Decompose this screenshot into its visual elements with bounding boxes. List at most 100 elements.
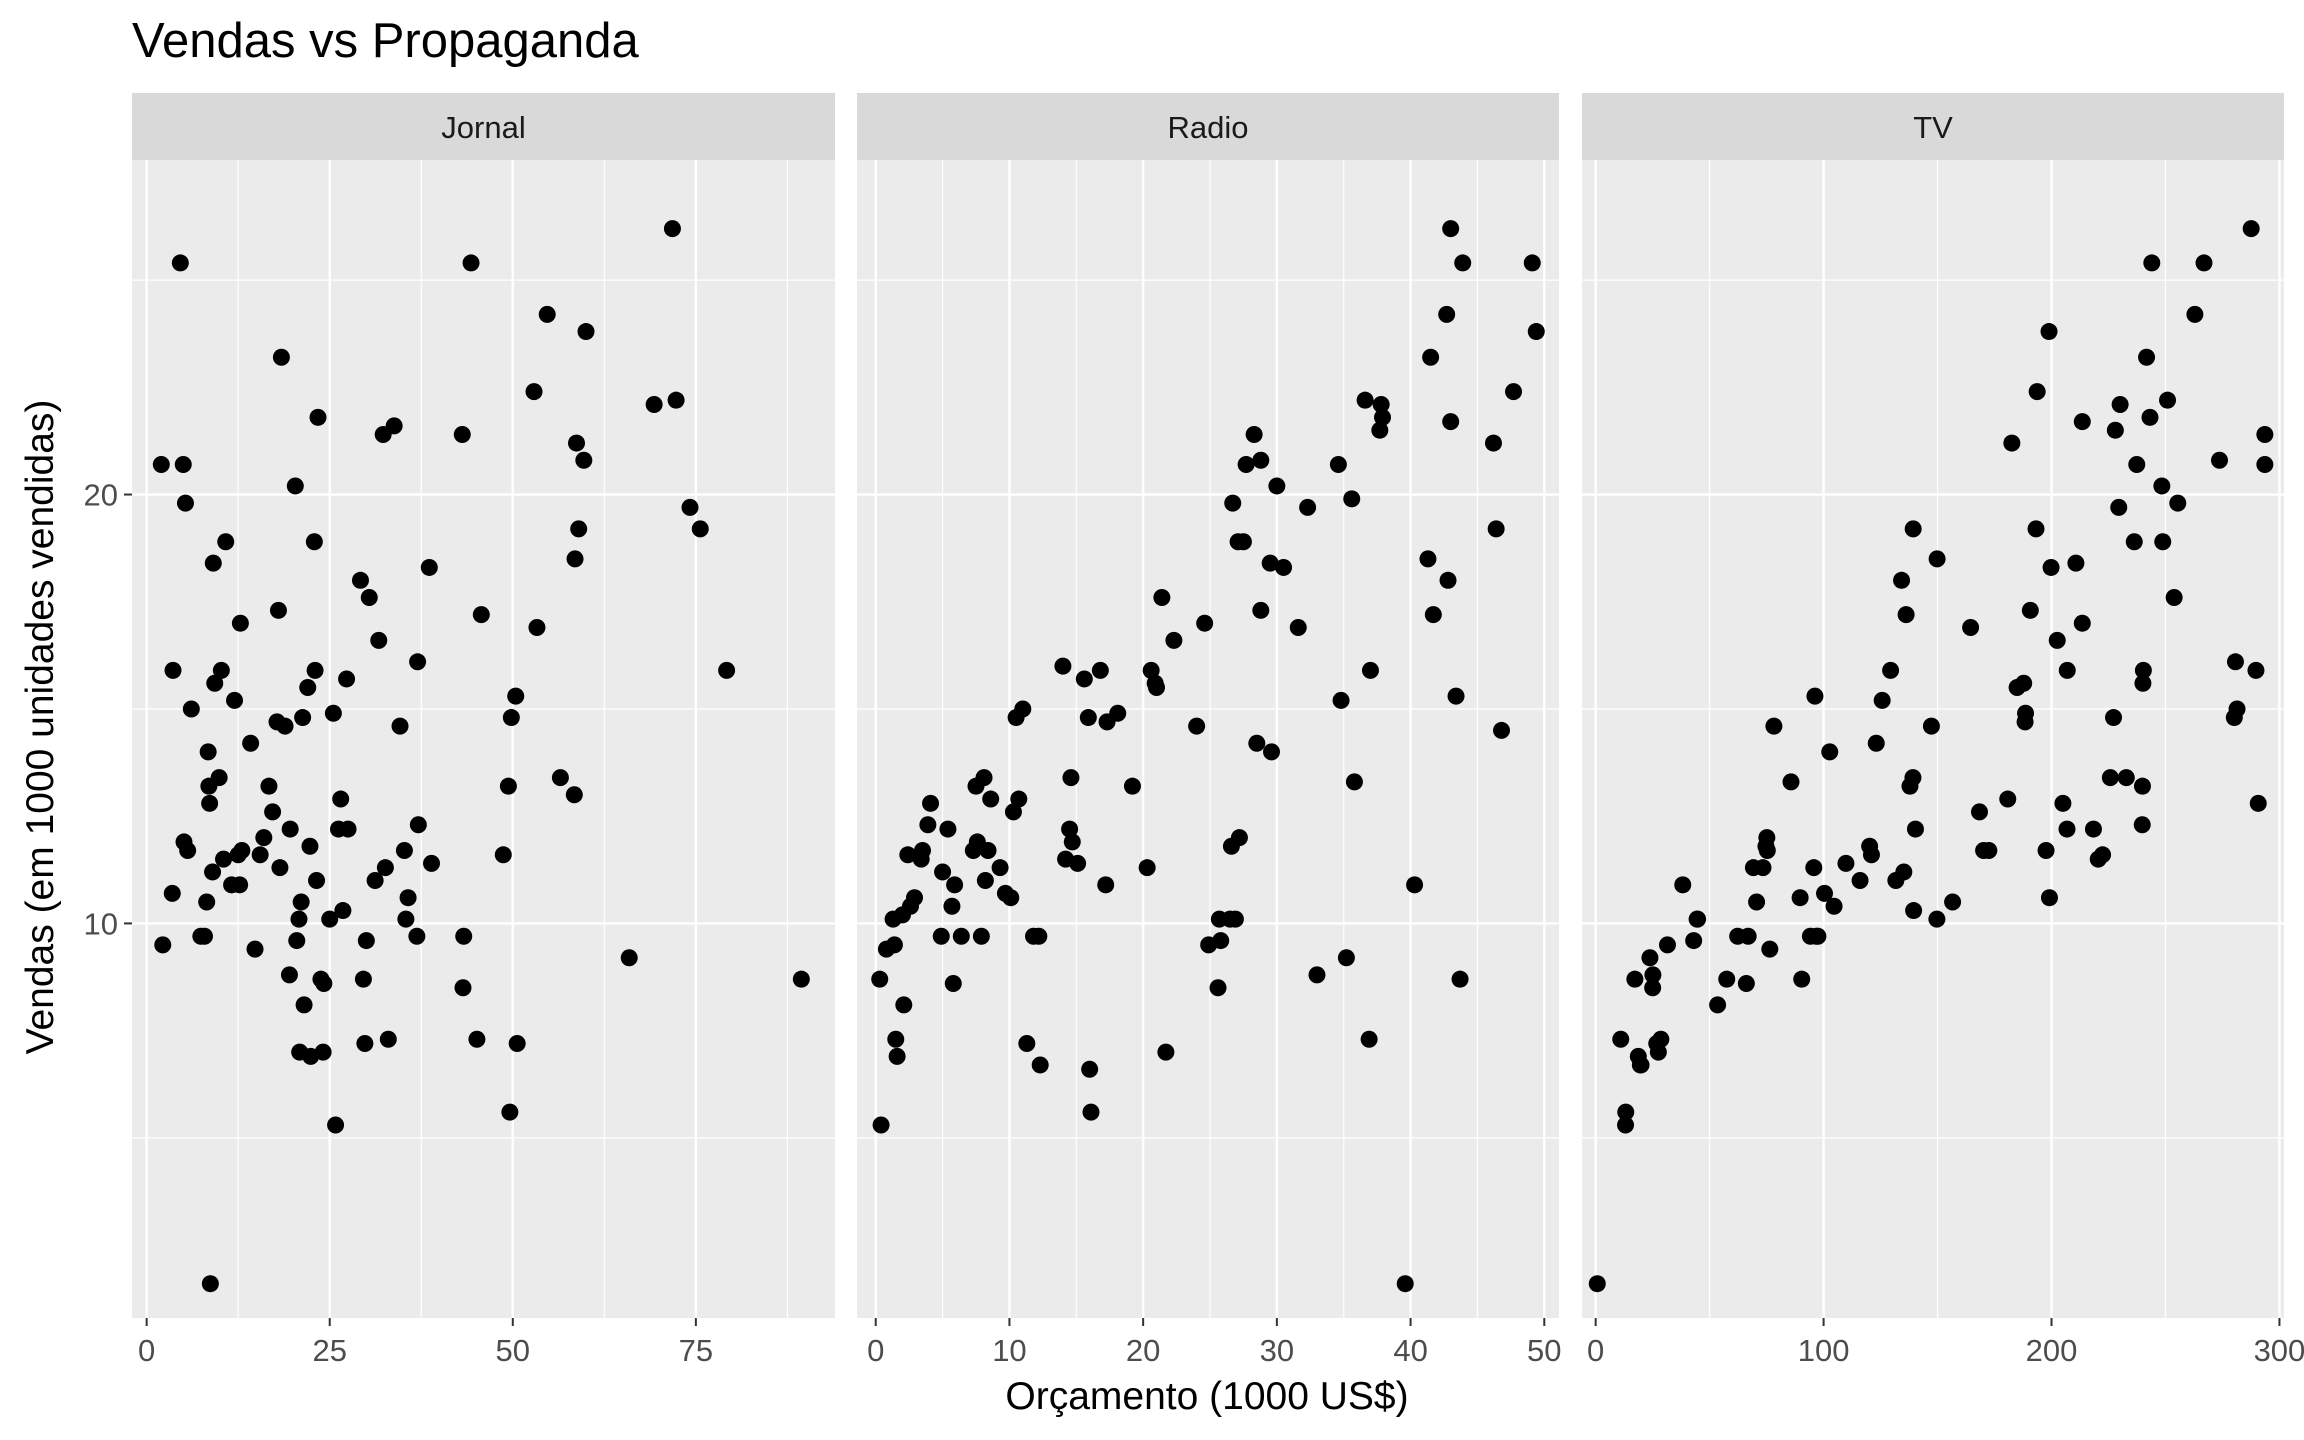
data-point xyxy=(2226,653,2244,671)
data-point xyxy=(888,1047,906,1065)
data-point xyxy=(1612,1030,1630,1048)
data-point xyxy=(1360,1030,1378,1048)
data-point xyxy=(1674,876,1692,894)
data-point xyxy=(575,451,593,469)
data-point xyxy=(1454,254,1472,272)
data-point xyxy=(292,893,310,911)
data-point xyxy=(645,395,663,413)
data-point xyxy=(395,842,413,860)
data-point xyxy=(946,876,964,894)
facet-strip-label: TV xyxy=(1913,110,1953,145)
x-tick-label: 200 xyxy=(2026,1333,2078,1368)
data-point xyxy=(1014,700,1032,718)
data-point xyxy=(502,709,520,727)
data-point xyxy=(423,854,441,872)
data-point xyxy=(2110,498,2128,516)
data-point xyxy=(1237,456,1255,474)
facet-strip-label: Jornal xyxy=(441,110,525,145)
data-point xyxy=(1652,1030,1670,1048)
facet-panels: Jornal 0 25 50 75 Radio 0 10 20 30 40 50 TV 0 100 200 30… xyxy=(84,93,2304,1368)
data-point xyxy=(872,1116,890,1134)
data-point xyxy=(1928,550,1946,568)
data-point xyxy=(2128,456,2146,474)
data-point xyxy=(1806,687,1824,705)
x-tick-label: 40 xyxy=(1393,1333,1427,1368)
data-point xyxy=(2028,383,2046,401)
data-point xyxy=(976,872,994,890)
data-point xyxy=(1527,323,1545,341)
data-point xyxy=(1252,601,1270,619)
data-point xyxy=(309,408,327,426)
data-point xyxy=(1748,893,1766,911)
data-point xyxy=(2133,777,2151,795)
data-point xyxy=(171,254,189,272)
data-point xyxy=(2105,709,2123,727)
data-point xyxy=(922,794,940,812)
data-point xyxy=(233,842,251,860)
data-point xyxy=(1329,456,1347,474)
chart-title: Vendas vs Propaganda xyxy=(132,14,639,68)
data-point xyxy=(276,717,294,735)
data-point xyxy=(1862,846,1880,864)
data-point xyxy=(301,837,319,855)
data-point xyxy=(1765,717,1783,735)
facet-strip xyxy=(1582,93,2284,160)
data-point xyxy=(210,769,228,787)
facet-tv: TV 0 100 200 300 xyxy=(1582,93,2304,1368)
data-point xyxy=(1928,910,1946,928)
facet-strip xyxy=(857,93,1559,160)
data-point xyxy=(357,932,375,950)
data-point xyxy=(1658,936,1676,954)
data-point xyxy=(409,653,427,671)
x-tick-label: 0 xyxy=(138,1333,155,1368)
data-point xyxy=(1617,1116,1635,1134)
data-point xyxy=(905,889,923,907)
x-tick-label: 25 xyxy=(312,1333,346,1368)
data-point xyxy=(462,254,480,272)
facet-strip xyxy=(132,93,835,160)
data-point xyxy=(332,790,350,808)
data-point xyxy=(979,842,997,860)
data-point xyxy=(2134,661,2152,679)
data-point xyxy=(1332,691,1350,709)
data-point xyxy=(1142,661,1160,679)
data-point xyxy=(255,829,273,847)
data-point xyxy=(1248,734,1266,752)
data-point xyxy=(792,970,810,988)
data-point xyxy=(288,932,306,950)
data-point xyxy=(299,679,317,697)
data-point xyxy=(1082,1103,1100,1121)
data-point xyxy=(1617,1103,1635,1121)
data-point xyxy=(217,533,235,551)
data-point xyxy=(215,850,233,868)
data-point xyxy=(1821,743,1839,761)
data-point xyxy=(195,927,213,945)
data-point xyxy=(2228,700,2246,718)
data-point xyxy=(2017,704,2035,722)
data-point xyxy=(2067,554,2085,572)
data-point xyxy=(568,434,586,452)
data-point xyxy=(1709,996,1727,1014)
data-point xyxy=(1004,803,1022,821)
y-tick-label: 10 xyxy=(84,906,118,941)
data-point xyxy=(1299,498,1317,516)
data-point xyxy=(2058,661,2076,679)
x-tick-label: 0 xyxy=(1587,1333,1604,1368)
x-tick-label: 50 xyxy=(1527,1333,1561,1368)
data-point xyxy=(1396,1275,1414,1293)
data-point xyxy=(1793,970,1811,988)
data-point xyxy=(1226,910,1244,928)
data-point xyxy=(932,927,950,945)
data-point xyxy=(1091,661,1109,679)
data-point xyxy=(2210,451,2228,469)
data-point xyxy=(324,704,342,722)
data-point xyxy=(1505,383,1523,401)
data-point xyxy=(1061,820,1079,838)
data-point xyxy=(212,661,230,679)
data-point xyxy=(2195,254,2213,272)
data-point xyxy=(152,456,170,474)
data-point xyxy=(264,803,282,821)
data-point xyxy=(2186,305,2204,323)
data-point xyxy=(1079,709,1097,727)
data-point xyxy=(294,709,312,727)
